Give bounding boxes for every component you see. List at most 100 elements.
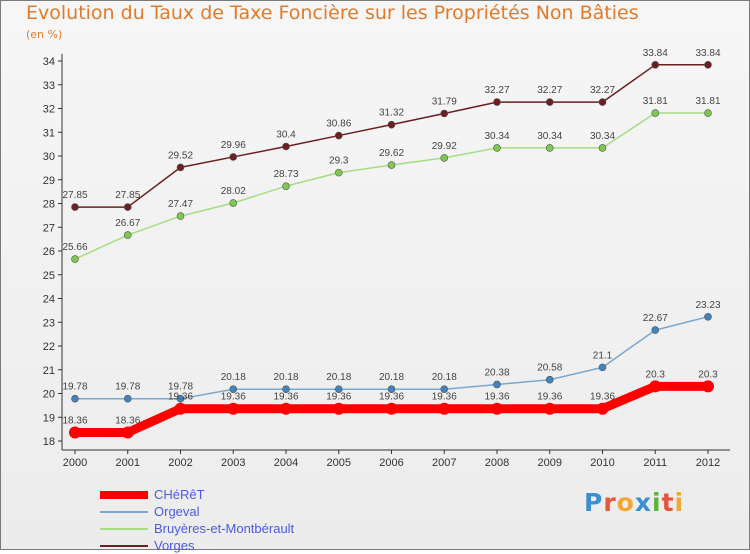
data-label: 29.92 [432, 141, 457, 152]
y-tick-label: 20 [43, 389, 55, 401]
logo-letter: t [661, 488, 675, 517]
data-point [387, 385, 396, 394]
data-label: 20.18 [221, 372, 246, 383]
y-tick-label: 22 [43, 341, 55, 353]
data-point [280, 402, 292, 415]
data-label: 26.67 [115, 218, 140, 229]
data-point [493, 380, 501, 389]
legend-swatch [100, 490, 148, 499]
data-label: 30.86 [326, 119, 351, 130]
y-tick-label: 21 [43, 365, 55, 377]
data-label: 22.67 [643, 313, 668, 324]
data-label: 21.1 [593, 350, 613, 361]
x-tick-label: 2006 [379, 457, 403, 469]
data-point [440, 385, 449, 394]
x-tick-label: 2002 [168, 457, 192, 469]
data-label: 20.3 [646, 369, 666, 380]
data-label: 19.78 [168, 382, 193, 393]
data-label: 19.36 [221, 392, 246, 403]
data-point [123, 231, 132, 239]
data-label: 20.18 [273, 372, 298, 383]
y-tick-label: 19 [43, 412, 55, 424]
data-point [387, 120, 396, 129]
data-label: 19.36 [273, 392, 298, 403]
chart-title: Evolution du Taux de Taxe Foncière sur l… [26, 2, 639, 24]
y-tick-label: 18 [43, 436, 55, 448]
data-point [438, 402, 451, 415]
data-label: 30.34 [484, 131, 509, 142]
legend-item: Vorges [100, 537, 294, 554]
logo-letter: r [603, 488, 617, 517]
data-point [543, 402, 556, 415]
legend-label: Bruyères-et-Montbérault [154, 520, 295, 536]
data-point [69, 426, 81, 439]
data-label: 19.36 [432, 392, 457, 403]
data-point [176, 163, 185, 172]
data-label: 28.73 [273, 169, 298, 180]
data-label: 20.18 [326, 372, 351, 383]
data-point [282, 385, 290, 394]
data-label: 31.81 [695, 96, 720, 107]
data-point [176, 394, 185, 403]
chart-legend: CHéRêT Orgeval Bruyères-et-Montbérault Vorg… [100, 486, 294, 554]
data-point [704, 312, 712, 321]
data-label: 19.36 [590, 392, 615, 403]
data-point [121, 426, 134, 439]
data-point [649, 380, 662, 393]
data-label: 20.18 [432, 372, 457, 383]
y-tick-label: 28 [43, 199, 55, 211]
data-label: 20.38 [484, 367, 509, 378]
legend-item: Bruyères-et-Montbérault [100, 520, 294, 537]
data-point [493, 144, 501, 152]
data-point [334, 385, 343, 394]
x-tick-label: 2007 [432, 457, 456, 469]
data-label: 25.66 [62, 242, 87, 253]
data-point [651, 61, 660, 69]
data-label: 29.52 [168, 150, 193, 161]
data-point [71, 394, 79, 403]
data-point [71, 203, 79, 211]
x-tick-label: 2003 [221, 457, 245, 469]
y-tick-label: 26 [43, 246, 55, 258]
data-point [598, 98, 607, 106]
logo-letter: o [616, 488, 635, 517]
data-label: 27.47 [168, 199, 193, 210]
y-tick-label: 31 [43, 127, 55, 139]
data-label: 28.02 [221, 186, 246, 197]
data-label: 31.81 [643, 96, 668, 107]
y-tick-label: 30 [43, 151, 55, 163]
data-point [387, 161, 396, 169]
data-point [545, 144, 554, 152]
y-unit-label: (en %) [26, 28, 63, 41]
x-tick-label: 2009 [538, 457, 562, 469]
data-label: 27.85 [62, 190, 87, 201]
data-label: 32.27 [537, 85, 562, 96]
data-point [651, 109, 660, 117]
data-point [176, 212, 185, 220]
data-label: 19.36 [168, 392, 193, 403]
logo-letter: P [584, 488, 604, 517]
data-label: 19.78 [115, 382, 140, 393]
x-tick-label: 2001 [116, 457, 140, 469]
data-point [651, 326, 660, 334]
data-point [229, 199, 238, 207]
x-tick-label: 2000 [63, 457, 87, 469]
data-point [704, 109, 712, 117]
data-point [596, 402, 609, 415]
data-label: 19.36 [379, 392, 404, 403]
data-label: 33.84 [643, 48, 668, 59]
data-point [491, 402, 503, 415]
x-tick-label: 2004 [274, 457, 298, 469]
data-point [334, 168, 343, 177]
data-point [123, 394, 132, 403]
data-point [71, 255, 79, 263]
x-tick-label: 2008 [485, 457, 509, 469]
data-label: 19.36 [326, 392, 351, 403]
data-point [229, 153, 238, 161]
data-point [598, 363, 607, 372]
data-label: 19.36 [484, 392, 509, 403]
data-label: 20.18 [379, 372, 404, 383]
data-label: 18.36 [62, 415, 87, 426]
